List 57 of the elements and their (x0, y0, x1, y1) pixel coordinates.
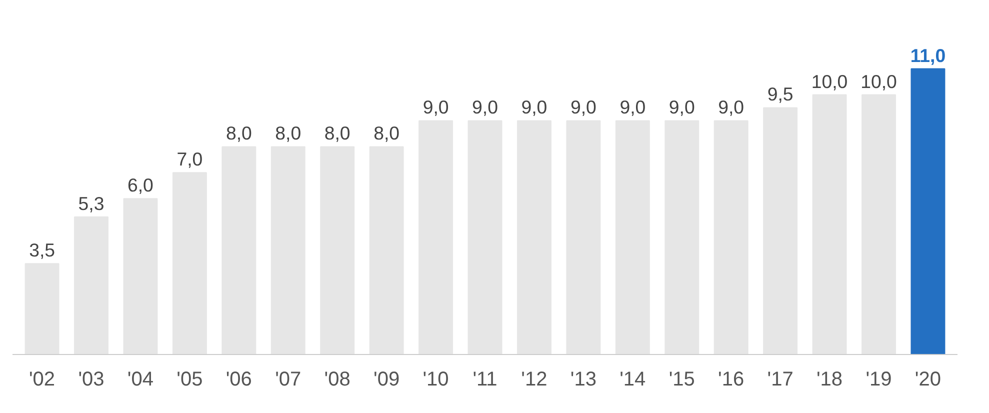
x-tick-label: '19 (866, 368, 892, 390)
data-label: 9,0 (570, 96, 596, 118)
bar (418, 120, 454, 354)
bar (320, 146, 355, 354)
x-tick-label: '02 (29, 368, 56, 390)
bar (222, 146, 256, 354)
bar (24, 263, 60, 354)
x-tick-label: '13 (570, 368, 596, 390)
bar (664, 120, 700, 354)
bar (812, 94, 847, 354)
x-tick-label: '18 (816, 368, 843, 390)
bar (270, 146, 306, 354)
data-label: 11,0 (910, 44, 946, 66)
data-label: 9,0 (521, 96, 548, 118)
data-label: 9,0 (620, 96, 646, 118)
x-tick-label: '14 (620, 368, 646, 390)
bar (910, 68, 946, 354)
x-tick-label: '03 (78, 368, 104, 390)
data-label: 8,0 (275, 122, 302, 144)
bar (862, 94, 896, 354)
x-tick-label: '09 (374, 368, 400, 390)
data-label: 9,5 (767, 84, 794, 105)
data-label: 10,0 (860, 70, 897, 92)
data-label: 9,0 (422, 96, 449, 118)
data-label: 10,0 (811, 70, 848, 92)
x-tick-label: '17 (767, 368, 794, 390)
bar (714, 120, 748, 354)
x-tick-label: '05 (176, 368, 203, 390)
x-tick-label: '15 (668, 368, 695, 390)
x-tick-label: '11 (472, 368, 498, 390)
x-tick-label: '16 (718, 368, 744, 390)
x-tick-label: '20 (914, 368, 942, 390)
data-label: 8,0 (226, 122, 252, 144)
x-tick-label: '07 (275, 368, 302, 390)
bar (566, 120, 601, 354)
data-label: 9,0 (718, 96, 744, 118)
bar (172, 172, 207, 354)
data-label: 8,0 (374, 122, 400, 144)
x-tick-label: '10 (422, 368, 449, 390)
data-label: 9,0 (668, 96, 695, 118)
x-tick-label: '04 (127, 368, 154, 390)
bar (763, 107, 798, 354)
bar (468, 120, 502, 354)
data-label: 9,0 (472, 96, 498, 118)
data-label: 5,3 (78, 192, 104, 214)
x-tick-label: '06 (226, 368, 252, 390)
data-label: 8,0 (324, 122, 350, 144)
bar (123, 198, 158, 354)
data-label: 7,0 (176, 148, 203, 170)
data-label: 6,0 (128, 174, 154, 196)
bar (369, 146, 404, 354)
x-tick-label: '12 (521, 368, 548, 390)
bar (74, 216, 108, 354)
bar (516, 120, 552, 354)
data-label: 3,5 (29, 240, 55, 261)
x-tick-label: '08 (324, 368, 350, 390)
bar (615, 120, 650, 354)
